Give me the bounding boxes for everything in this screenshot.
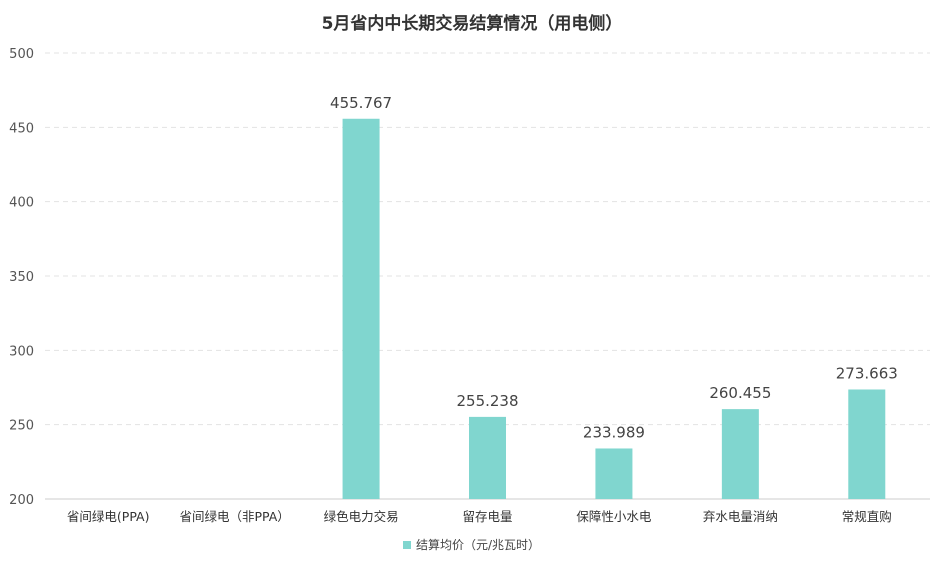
data-label: 260.455 [709, 384, 771, 402]
gridlines [45, 52, 930, 426]
x-category-label: 省间绿电(PPA) [67, 509, 150, 524]
x-category-label: 保障性小水电 [576, 509, 652, 524]
y-tick-label: 500 [9, 47, 34, 62]
y-tick-label: 300 [9, 344, 34, 359]
x-category-label: 弃水电量消纳 [703, 509, 778, 524]
bar [595, 448, 633, 499]
y-axis-ticks: 200 250 300 350 400 450 500 [9, 47, 34, 508]
data-label: 233.989 [583, 423, 645, 441]
x-category-label: 省间绿电（非PPA） [179, 509, 289, 524]
bar [342, 118, 380, 499]
x-axis-categories: 省间绿电(PPA) 省间绿电（非PPA） 绿色电力交易 留存电量 保障性小水电 弃水电量消… [67, 509, 892, 524]
y-tick-label: 200 [9, 493, 34, 508]
legend-swatch [403, 541, 411, 549]
x-category-label: 常规直购 [842, 509, 892, 524]
y-tick-label: 400 [9, 196, 34, 211]
y-tick-label: 250 [9, 419, 34, 434]
bars [342, 118, 886, 499]
bar [721, 409, 759, 499]
chart-title: 5月省内中长期交易结算情况（用电侧） [322, 13, 623, 34]
x-category-label: 留存电量 [462, 509, 512, 524]
y-tick-label: 350 [9, 270, 34, 285]
legend: 结算均价（元/兆瓦时） [403, 537, 540, 552]
data-label: 255.238 [456, 392, 518, 410]
y-tick-label: 450 [9, 121, 34, 136]
bar [469, 416, 506, 499]
data-label: 455.767 [330, 94, 392, 112]
legend-label: 结算均价（元/兆瓦时） [416, 537, 540, 552]
bar [848, 389, 886, 499]
data-label: 273.663 [836, 364, 898, 382]
data-labels: 455.767 255.238 233.989 260.455 273.663 [330, 94, 898, 442]
x-category-label: 绿色电力交易 [324, 509, 399, 524]
